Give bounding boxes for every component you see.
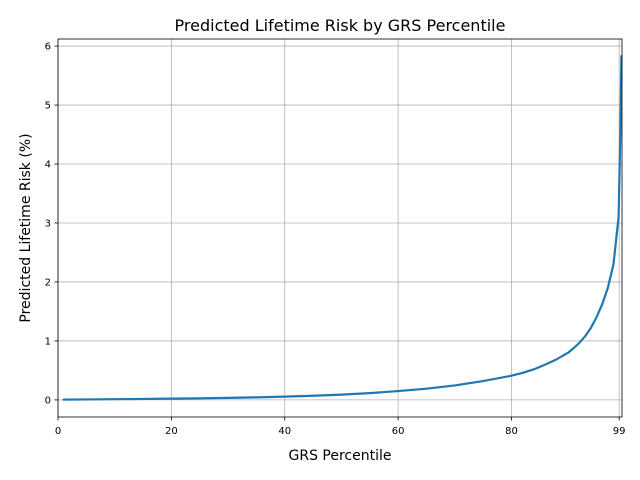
- y-tick-label: 4: [45, 160, 51, 171]
- x-axis-ticks: 0 20 40 60 80 99: [55, 417, 626, 437]
- y-tick-label: 0: [45, 395, 51, 406]
- y-tick-label: 6: [45, 42, 51, 53]
- y-tick-label: 2: [45, 277, 51, 288]
- plot-frame: [57, 38, 623, 418]
- chart-title: Predicted Lifetime Risk by GRS Percentil…: [175, 16, 506, 35]
- y-tick-label: 5: [45, 101, 51, 112]
- plot-area: [58, 39, 622, 417]
- y-axis-label: Predicted Lifetime Risk (%): [18, 133, 34, 322]
- x-axis-label: GRS Percentile: [289, 448, 392, 464]
- y-tick-label: 1: [45, 336, 51, 347]
- y-tick-label: 3: [45, 218, 51, 229]
- risk-series-line: [62, 54, 623, 401]
- x-tick-label: 40: [278, 426, 291, 437]
- x-tick-label: 99: [613, 426, 626, 437]
- x-tick-label: 0: [55, 426, 61, 437]
- grid-lines: [57, 39, 622, 417]
- x-tick-label: 60: [392, 426, 405, 437]
- y-axis-ticks: 0 1 2 3 4 5 6: [45, 42, 58, 406]
- x-tick-label: 80: [505, 426, 518, 437]
- series-layer: [62, 54, 623, 401]
- x-tick-label: 20: [165, 426, 178, 437]
